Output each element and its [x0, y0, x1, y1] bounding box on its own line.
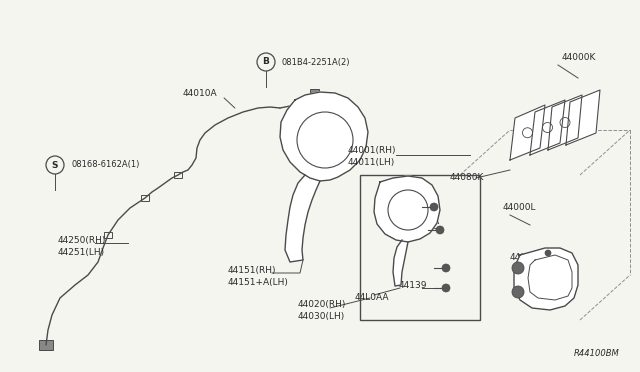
Polygon shape	[285, 175, 320, 262]
Text: 44139: 44139	[399, 282, 428, 291]
Text: 44080K: 44080K	[450, 173, 484, 183]
Bar	[104, 232, 112, 238]
Text: 44139A: 44139A	[390, 193, 424, 202]
Text: R44100BM: R44100BM	[574, 349, 620, 358]
Text: 08168-6162A(1): 08168-6162A(1)	[71, 160, 140, 170]
Polygon shape	[374, 176, 440, 242]
Polygon shape	[280, 92, 368, 181]
Text: 44001(RH): 44001(RH)	[348, 145, 397, 154]
Polygon shape	[530, 100, 565, 155]
Circle shape	[512, 286, 524, 298]
Circle shape	[442, 284, 450, 292]
Circle shape	[545, 250, 551, 256]
Text: 44030(LH): 44030(LH)	[298, 312, 345, 321]
Text: 44151+A(LH): 44151+A(LH)	[228, 278, 289, 286]
Text: 44000K: 44000K	[562, 54, 596, 62]
Text: 44151(RH): 44151(RH)	[228, 266, 276, 275]
Bar	[39, 340, 53, 350]
Text: 44000L: 44000L	[503, 203, 536, 212]
Bar	[174, 172, 182, 178]
Circle shape	[512, 262, 524, 274]
Circle shape	[430, 203, 438, 211]
Text: B: B	[262, 58, 269, 67]
Circle shape	[436, 226, 444, 234]
Bar	[310, 89, 319, 97]
Bar	[360, 175, 480, 320]
Text: 44128: 44128	[510, 253, 538, 263]
Text: 44010A: 44010A	[183, 89, 218, 97]
Polygon shape	[510, 105, 545, 160]
Polygon shape	[393, 240, 408, 286]
Text: 081B4-2251A(2): 081B4-2251A(2)	[282, 58, 351, 67]
Text: 44251(LH): 44251(LH)	[58, 247, 105, 257]
Polygon shape	[548, 95, 582, 150]
Text: S: S	[52, 160, 58, 170]
Bar	[141, 195, 149, 201]
Text: 44020(RH): 44020(RH)	[298, 301, 346, 310]
Polygon shape	[514, 248, 578, 310]
Text: 44L0AA: 44L0AA	[355, 294, 390, 302]
Text: 44139+A: 44139+A	[398, 218, 440, 227]
Circle shape	[442, 264, 450, 272]
Text: 44250(RH): 44250(RH)	[58, 235, 106, 244]
Polygon shape	[566, 90, 600, 145]
Text: 44011(LH): 44011(LH)	[348, 157, 396, 167]
